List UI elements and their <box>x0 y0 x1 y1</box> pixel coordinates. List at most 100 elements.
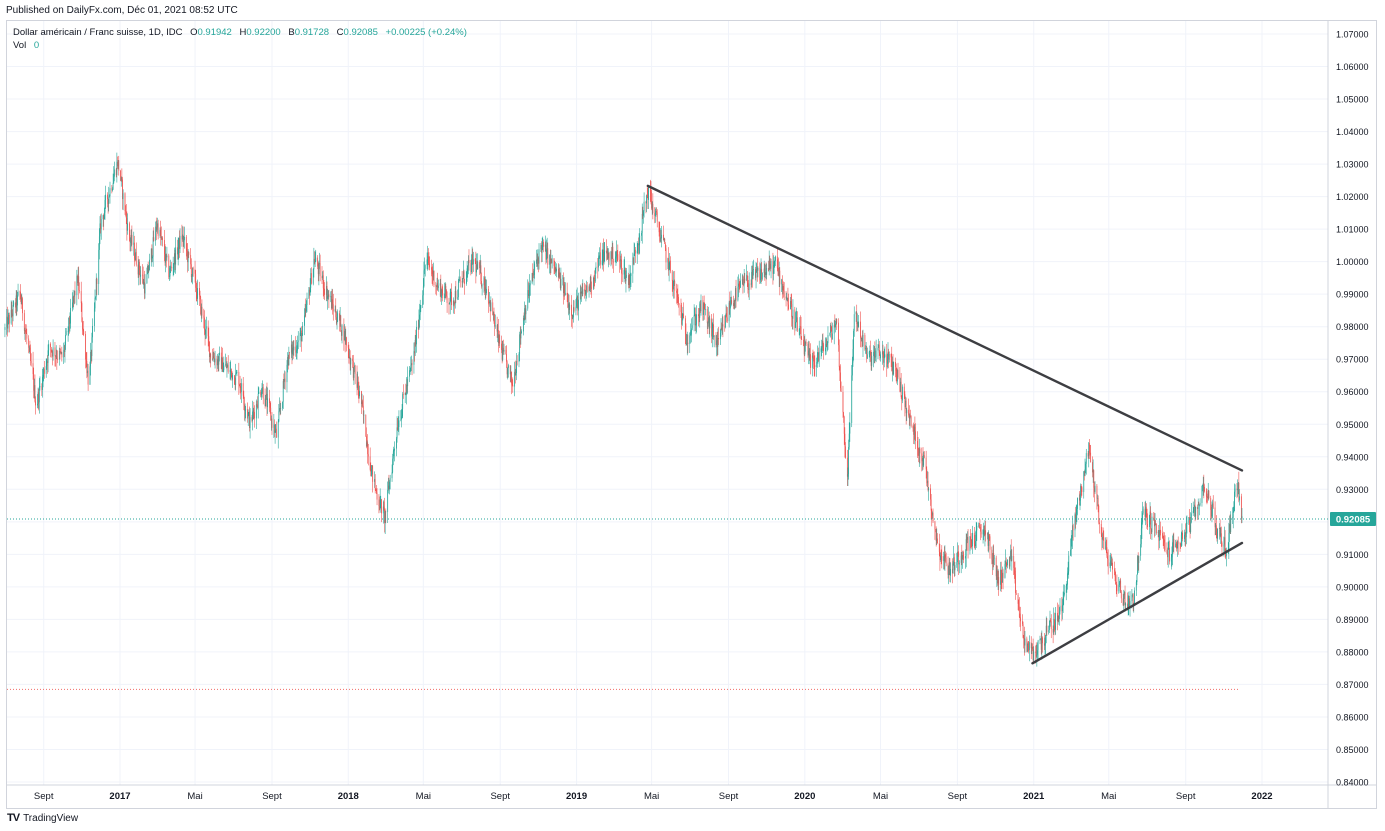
candle-body <box>555 267 557 272</box>
candle-body <box>844 433 846 447</box>
candle <box>222 362 224 373</box>
candle-body <box>755 269 756 278</box>
candle <box>698 308 700 323</box>
candle <box>1112 558 1113 579</box>
candle-body <box>296 349 298 351</box>
candle-body <box>52 347 54 357</box>
candle-body <box>413 351 415 365</box>
candle-body <box>967 536 968 540</box>
candle-body <box>669 260 671 272</box>
candle-body <box>756 268 758 272</box>
candle <box>1207 482 1209 501</box>
candle <box>357 371 359 390</box>
candle-body <box>870 355 872 366</box>
candle <box>1229 515 1230 542</box>
candle <box>641 230 642 241</box>
candle <box>77 274 78 286</box>
y-tick-label: 0.96000 <box>1336 387 1369 397</box>
candle <box>1154 513 1156 536</box>
candle <box>296 345 298 360</box>
candle <box>226 361 228 378</box>
candle <box>576 289 577 309</box>
candle <box>1000 561 1002 592</box>
candle-body <box>765 272 767 275</box>
candle-body <box>646 195 648 197</box>
candle-body <box>365 414 367 437</box>
candle-body <box>830 324 831 333</box>
candle-body <box>941 556 943 561</box>
candle-body <box>120 177 122 181</box>
candle <box>464 278 466 295</box>
candle <box>1219 519 1221 538</box>
candle <box>980 524 981 541</box>
candle-body <box>759 267 761 281</box>
candle <box>1053 612 1055 632</box>
candle <box>392 453 394 474</box>
candle <box>699 301 701 328</box>
candle-body <box>332 299 334 305</box>
candle <box>514 360 516 384</box>
candle-body <box>7 316 8 329</box>
candle <box>678 294 679 308</box>
candle-body <box>1124 592 1126 606</box>
candle <box>432 263 434 286</box>
candle-body <box>743 278 745 286</box>
candle-body <box>873 351 875 357</box>
candle <box>721 322 723 331</box>
candle <box>886 343 888 377</box>
candle-body <box>511 383 513 386</box>
candle-body <box>554 266 556 272</box>
candle-body <box>612 246 614 262</box>
candle <box>738 274 739 298</box>
candle <box>331 288 333 310</box>
candle-body <box>1023 637 1025 639</box>
candle-body <box>16 295 18 306</box>
candle-body <box>392 451 394 459</box>
candle-body <box>283 381 285 382</box>
candle-body <box>254 411 255 419</box>
candle-body <box>886 354 888 368</box>
candle <box>89 361 91 386</box>
candle <box>945 551 946 563</box>
candle <box>282 401 284 411</box>
candle-body <box>944 554 946 562</box>
candle <box>866 347 868 359</box>
candle <box>274 419 275 438</box>
candle <box>1094 481 1096 494</box>
candle <box>1170 553 1172 570</box>
candle <box>519 331 521 362</box>
candle <box>983 522 985 541</box>
candle-body <box>755 271 757 278</box>
candle-body <box>411 363 413 365</box>
candle-body <box>1000 569 1002 581</box>
candle <box>275 424 277 433</box>
candle-body <box>152 256 153 259</box>
candle <box>813 351 815 377</box>
candle-body <box>134 258 136 260</box>
candle-body <box>1220 533 1222 543</box>
candle-body <box>287 357 289 366</box>
candle-body <box>805 341 806 346</box>
candle-body <box>258 391 260 394</box>
candle <box>511 379 513 387</box>
candle <box>332 293 334 321</box>
candle-body <box>641 232 642 236</box>
candle <box>791 293 793 327</box>
tradingview-logo[interactable]: TV TradingView <box>7 812 78 824</box>
candle-body <box>1232 511 1234 518</box>
candle <box>664 242 666 251</box>
candle-body <box>501 343 502 350</box>
candle <box>409 365 410 383</box>
candle-body <box>1028 642 1030 651</box>
candle <box>422 278 424 305</box>
candle-body <box>315 257 317 262</box>
candle <box>740 273 741 289</box>
candle-body <box>731 300 733 304</box>
candle-body <box>1096 485 1098 499</box>
candle-body <box>1068 555 1070 572</box>
candle <box>571 295 572 327</box>
candle <box>748 272 750 300</box>
candle <box>715 332 717 348</box>
candle-body <box>906 409 908 414</box>
